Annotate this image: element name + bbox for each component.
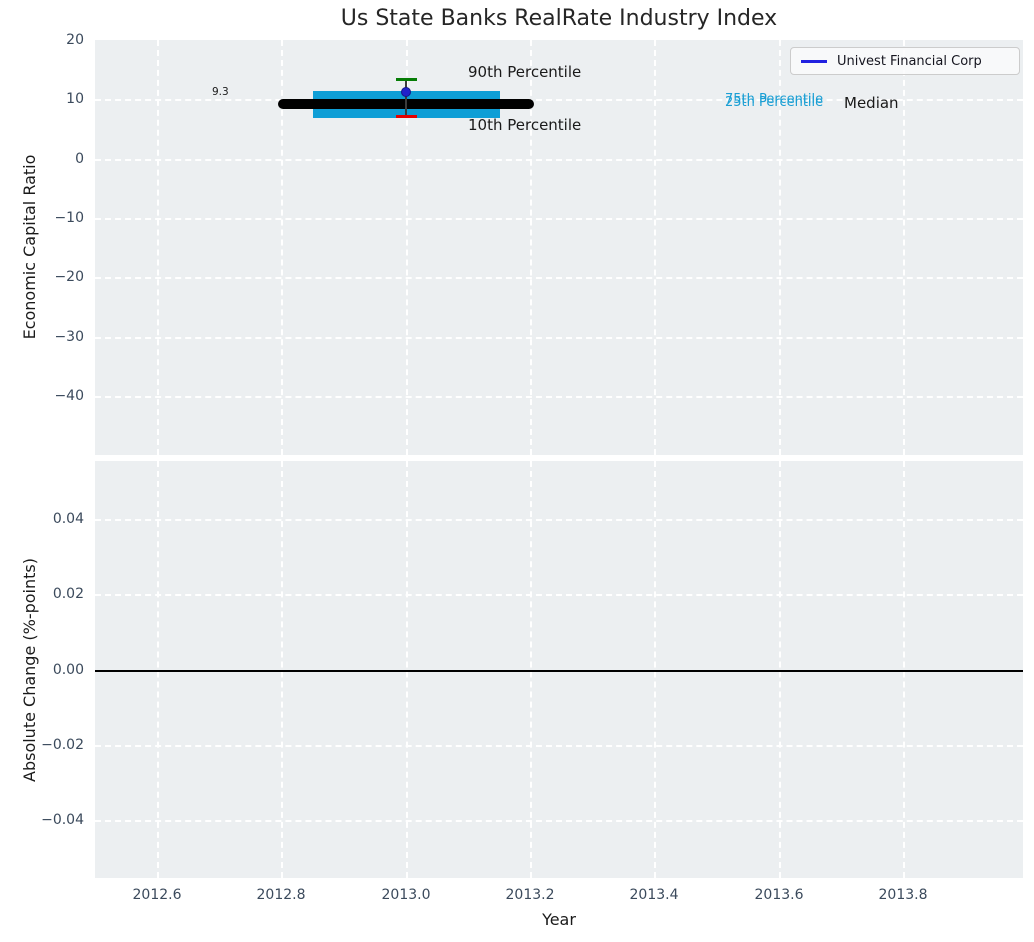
errorbar-stem: [405, 80, 407, 118]
percentile-90-cap: [396, 78, 417, 81]
top-y-axis-label: Economic Capital Ratio: [20, 154, 39, 340]
legend-line-sample: [801, 59, 827, 63]
xtick-label: 2012.8: [256, 887, 306, 903]
gridline: [95, 745, 1023, 747]
ytick-label: 0: [75, 151, 84, 167]
legend-label: Univest Financial Corp: [837, 53, 982, 69]
gridline: [95, 99, 1023, 101]
xtick-label: 2013.2: [505, 887, 555, 903]
gridline: [530, 40, 532, 455]
ytick-label: 0.02: [52, 586, 84, 602]
bottom-subplot: [95, 461, 1023, 878]
zero-reference-line: [95, 670, 1023, 672]
xtick-label: 2013.0: [381, 887, 431, 903]
gridline: [281, 461, 283, 878]
annotation-75th-percentile: 75th Percentile: [725, 92, 824, 107]
ytick-label: 20: [66, 32, 84, 48]
gridline: [281, 40, 283, 455]
ytick-label: −20: [54, 269, 84, 285]
gridline: [779, 461, 781, 878]
gridline: [406, 40, 408, 455]
gridline: [95, 396, 1023, 398]
ytick-label: −40: [54, 388, 84, 404]
percentile-10-cap: [396, 115, 417, 118]
gridline: [95, 337, 1023, 339]
gridline: [157, 461, 159, 878]
chart-title: Us State Banks RealRate Industry Index: [340, 6, 778, 31]
legend: Univest Financial Corp: [790, 47, 1020, 75]
gridline: [654, 40, 656, 455]
bottom-y-axis-label: Absolute Change (%-points): [20, 558, 39, 782]
xtick-label: 2013.8: [878, 887, 928, 903]
gridline: [779, 40, 781, 455]
ytick-label: 10: [66, 91, 84, 107]
gridline: [95, 519, 1023, 521]
gridline: [903, 40, 905, 455]
xtick-label: 2013.6: [754, 887, 804, 903]
x-axis-label: Year: [542, 910, 576, 929]
gridline: [530, 461, 532, 878]
annotation-median: Median: [844, 94, 899, 112]
annotation-10th-percentile: 10th Percentile: [468, 116, 582, 134]
gridline: [95, 594, 1023, 596]
xtick-label: 2012.6: [132, 887, 182, 903]
gridline: [903, 461, 905, 878]
gridline: [654, 461, 656, 878]
xtick-label: 2013.4: [629, 887, 679, 903]
gridline: [406, 461, 408, 878]
ytick-label: −0.02: [41, 737, 84, 753]
median-value-label: 9.3: [212, 86, 229, 98]
gridline: [95, 820, 1023, 822]
ytick-label: −30: [54, 329, 84, 345]
gridline: [95, 159, 1023, 161]
gridline: [95, 218, 1023, 220]
ytick-label: 0.00: [52, 662, 84, 678]
annotation-25th-percentile: 25th Percentile: [725, 95, 824, 110]
top-subplot: [95, 40, 1023, 455]
company-data-point: [401, 87, 411, 97]
ytick-label: −10: [54, 210, 84, 226]
gridline: [157, 40, 159, 455]
ytick-label: 0.04: [52, 511, 84, 527]
gridline: [95, 277, 1023, 279]
annotation-90th-percentile: 90th Percentile: [468, 63, 582, 81]
ytick-label: −0.04: [41, 812, 84, 828]
